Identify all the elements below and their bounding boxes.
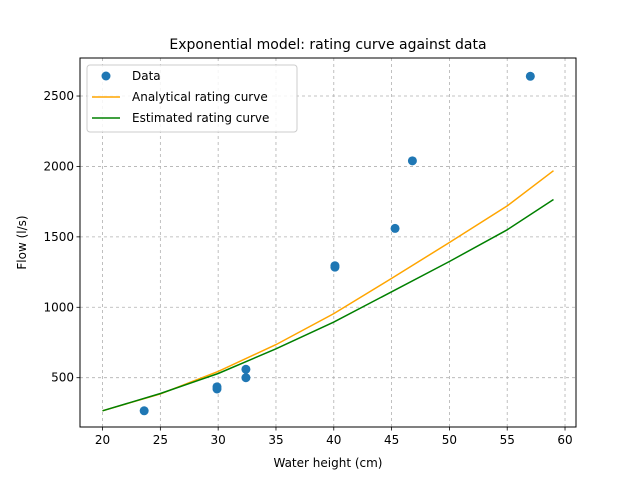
x-tick-label: 60 — [557, 433, 572, 447]
x-tick-label: 20 — [95, 433, 110, 447]
legend: Data Analytical rating curve Estimated rat… — [86, 64, 298, 133]
data-point — [241, 364, 251, 374]
data-point — [525, 71, 535, 81]
series-line — [102, 170, 554, 412]
legend-entry: Analytical rating curve — [132, 90, 268, 104]
axis-ticks: 20 25 30 35 40 45 50 55 60 500 1000 1500 2000 2500 — [43, 89, 572, 447]
y-tick-label: 2500 — [43, 89, 74, 103]
x-tick-label: 55 — [500, 433, 515, 447]
x-axis-label: Water height (cm) — [273, 456, 382, 470]
plot-frame — [79, 57, 577, 428]
x-tick-label: 30 — [211, 433, 226, 447]
legend-entry: Data — [132, 69, 161, 83]
x-tick-label: 40 — [326, 433, 341, 447]
data-point — [212, 382, 222, 392]
data-point — [390, 223, 400, 233]
data-point — [139, 406, 149, 416]
series-line — [102, 198, 554, 412]
y-tick-label: 500 — [51, 371, 74, 385]
y-tick-label: 1000 — [43, 300, 74, 314]
legend-entry: Estimated rating curve — [132, 111, 269, 125]
chart-title: Exponential model: rating curve against … — [169, 37, 486, 53]
x-tick-label: 35 — [268, 433, 283, 447]
x-tick-label: 25 — [153, 433, 168, 447]
series-layer — [102, 71, 554, 416]
data-point — [407, 156, 417, 166]
y-tick-label: 1500 — [43, 230, 74, 244]
x-tick-label: 50 — [442, 433, 457, 447]
legend-marker — [101, 71, 111, 81]
data-point — [330, 261, 340, 271]
legend-box — [86, 64, 298, 133]
data-point — [241, 373, 251, 383]
y-tick-label: 2000 — [43, 159, 74, 173]
x-tick-label: 45 — [384, 433, 399, 447]
y-axis-label: Flow (l/s) — [15, 215, 29, 269]
